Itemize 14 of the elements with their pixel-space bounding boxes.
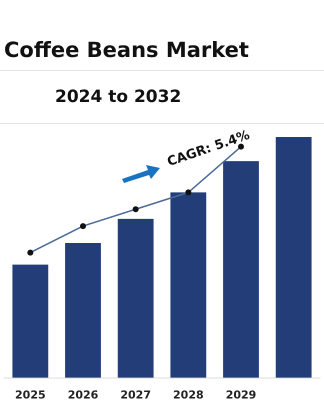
annotation: CAGR: 5.4% — [165, 128, 252, 170]
bar — [223, 161, 259, 378]
x-tick-label: 2026 — [68, 388, 99, 402]
bar — [276, 137, 312, 378]
x-tick-label: 2025 — [15, 388, 46, 402]
bar — [118, 218, 154, 378]
bar — [65, 242, 101, 378]
x-tick-label: 2027 — [120, 388, 151, 402]
bar — [12, 264, 48, 378]
chart-subtitle: 2024 to 2032 — [54, 86, 182, 109]
chart-title: Coffee Beans Market — [3, 37, 250, 62]
x-tick-label: 2028 — [173, 388, 204, 402]
bar — [170, 192, 206, 378]
x-tick-label: 2029 — [226, 388, 256, 402]
